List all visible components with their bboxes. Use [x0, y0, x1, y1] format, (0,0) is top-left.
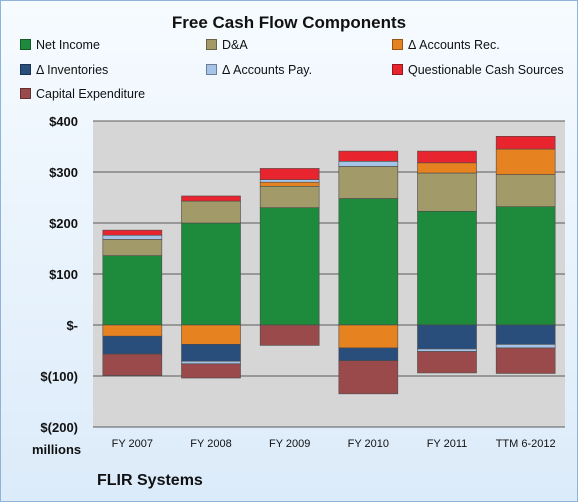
x-tick-label: TTM 6-2012	[496, 438, 556, 450]
x-tick-label: FY 2007	[112, 438, 153, 450]
y-tick-label: $300	[49, 165, 78, 180]
bar-segment-inventories	[102, 335, 163, 355]
bar-segment-net-income	[495, 206, 556, 326]
bar-segment-capex	[102, 353, 163, 376]
bar-segment-da	[417, 172, 477, 212]
bar-segment-accounts-pay	[495, 344, 556, 349]
bar-segment-da	[259, 185, 320, 208]
bar-segment-accounts-rec	[495, 148, 556, 175]
bar-segment-inventories	[338, 347, 399, 362]
legend-swatch	[20, 39, 31, 50]
legend-label: Questionable Cash Sources	[408, 63, 564, 77]
legend-label: Δ Inventories	[36, 63, 109, 77]
bar-segment-accounts-pay	[417, 348, 477, 352]
bar-segment-accounts-pay	[102, 234, 163, 240]
bar-segment-accounts-pay	[181, 360, 241, 365]
bar-segment-net-income	[259, 207, 320, 326]
company-label: FLIR Systems	[97, 472, 203, 489]
legend-item-da: D&A	[206, 38, 248, 52]
legend-item-accounts-pay: Δ Accounts Pay.	[206, 63, 312, 77]
legend-item-accounts-rec: Δ Accounts Rec.	[392, 38, 500, 52]
bar-segment-capex	[495, 347, 556, 374]
y-tick-label: $100	[49, 267, 78, 282]
legend: Net Income D&A Δ Accounts Rec. Δ Invento…	[0, 34, 578, 106]
bar-segment-net-income	[417, 210, 477, 326]
bar-segment-questionable-cash	[495, 136, 556, 150]
bar-segment-da	[495, 174, 556, 207]
bar-segment-net-income	[102, 255, 163, 326]
bar-segment-accounts-rec	[417, 162, 477, 174]
bar-segment-inventories	[181, 344, 241, 362]
y-tick-label: $-	[66, 318, 78, 333]
bar-segment-accounts-rec	[259, 181, 320, 187]
legend-swatch	[392, 64, 403, 75]
x-tick-label: FY 2008	[190, 438, 231, 450]
bar-segment-questionable-cash	[102, 229, 163, 236]
bar-segment-questionable-cash	[259, 168, 320, 180]
units-label: millions	[32, 442, 82, 457]
bar-segment-da	[102, 239, 163, 256]
y-tick-label: $(100)	[40, 369, 78, 384]
x-tick-label: FY 2011	[427, 438, 468, 450]
legend-item-inventories: Δ Inventories	[20, 63, 108, 77]
chart-title: Free Cash Flow Components	[171, 13, 407, 32]
bar-segment-accounts-rec	[102, 324, 163, 337]
bar-segment-inventories	[495, 324, 556, 345]
legend-swatch	[206, 39, 217, 50]
bar-segment-accounts-pay	[338, 160, 399, 167]
x-tick-label: FY 2010	[348, 438, 389, 450]
legend-swatch	[20, 88, 31, 99]
bar-segment-inventories	[417, 324, 477, 350]
legend-swatch	[206, 64, 217, 75]
x-tick-label: FY 2009	[269, 438, 310, 450]
bar-segment-questionable-cash	[417, 150, 477, 164]
bar-segment-net-income	[181, 222, 241, 326]
bar-segment-capex	[181, 363, 241, 379]
bar-segment-capex	[259, 324, 320, 346]
bar-segment-capex	[338, 360, 399, 395]
bar-segment-net-income	[338, 198, 399, 326]
y-tick-label: $200	[49, 216, 78, 231]
legend-item-questionable: Questionable Cash Sources	[392, 63, 564, 77]
bar-segment-questionable-cash	[338, 150, 399, 162]
legend-item-net-income: Net Income	[20, 38, 100, 52]
legend-label: Δ Accounts Rec.	[408, 38, 500, 52]
bar-segment-capex	[417, 351, 477, 374]
legend-item-capex: Capital Expenditure	[20, 87, 145, 101]
legend-swatch	[20, 64, 31, 75]
y-tick-label: $(200)	[40, 420, 78, 435]
y-tick-label: $400	[49, 114, 78, 129]
legend-label: Capital Expenditure	[36, 87, 146, 101]
legend-label: Net Income	[36, 38, 100, 52]
bar-segment-da	[181, 200, 241, 224]
legend-label: Δ Accounts Pay.	[222, 63, 313, 77]
legend-label: D&A	[222, 38, 248, 52]
bar-segment-da	[338, 166, 399, 199]
bar-segment-accounts-pay	[259, 179, 320, 183]
bar-segment-accounts-rec	[181, 324, 241, 345]
bar-segment-accounts-rec	[338, 324, 399, 349]
bar-segment-questionable-cash	[181, 195, 241, 202]
legend-swatch	[392, 39, 403, 50]
